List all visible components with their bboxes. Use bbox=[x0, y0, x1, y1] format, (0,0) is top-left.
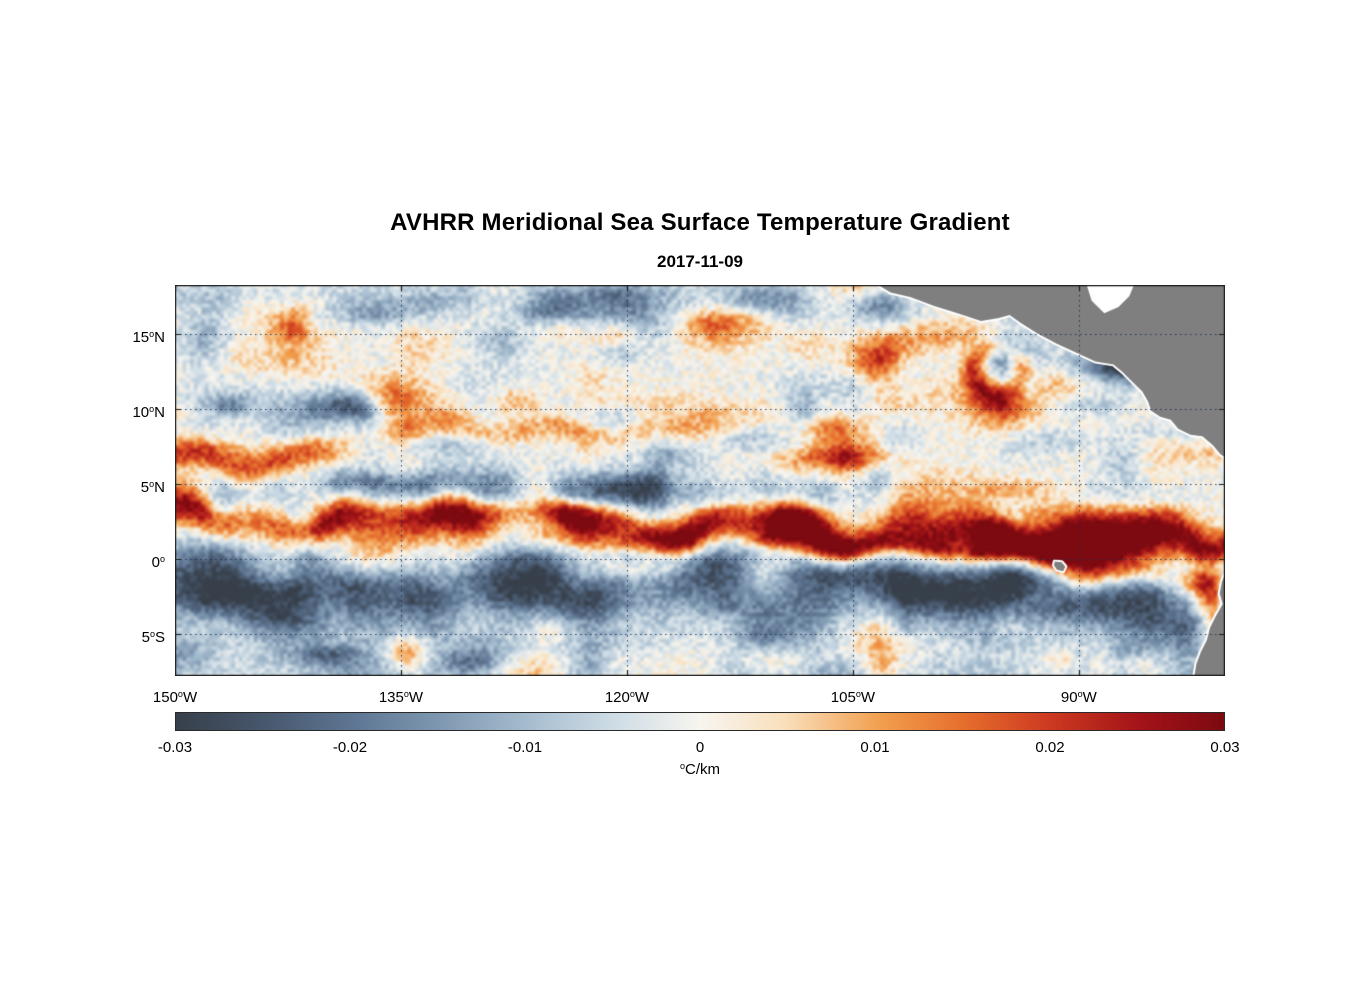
colorbar-tick-label: -0.02 bbox=[332, 739, 368, 756]
plot-area bbox=[175, 285, 1225, 676]
heatmap-canvas bbox=[175, 285, 1225, 676]
colorbar bbox=[175, 712, 1225, 731]
x-tick-label: 120oW bbox=[604, 688, 650, 706]
colorbar-tick-label: -0.03 bbox=[157, 739, 193, 756]
colorbar-tick-label: 0.02 bbox=[1035, 739, 1065, 756]
x-tick-label: 90oW bbox=[1060, 688, 1097, 706]
x-tick-label: 105oW bbox=[830, 688, 875, 706]
y-tick-label: 10oN bbox=[132, 404, 165, 422]
chart-title: AVHRR Meridional Sea Surface Temperature… bbox=[390, 209, 1010, 236]
colorbar-tick-label: -0.01 bbox=[507, 739, 543, 756]
y-tick-label: 15oN bbox=[132, 329, 165, 347]
y-tick-label: 0o bbox=[151, 554, 165, 572]
x-tick-label: 135oW bbox=[378, 688, 424, 706]
y-tick-label: 5oN bbox=[140, 479, 165, 497]
x-tick-label: 150oW bbox=[152, 688, 198, 706]
colorbar-unit-label: oC/km bbox=[679, 761, 720, 778]
y-tick-label: 5oS bbox=[141, 628, 165, 646]
chart-date: 2017-11-09 bbox=[656, 252, 744, 271]
colorbar-tick-label: 0 bbox=[695, 739, 705, 756]
colorbar-tick-label: 0.03 bbox=[1210, 739, 1240, 756]
colorbar-tick-label: 0.01 bbox=[860, 739, 890, 756]
